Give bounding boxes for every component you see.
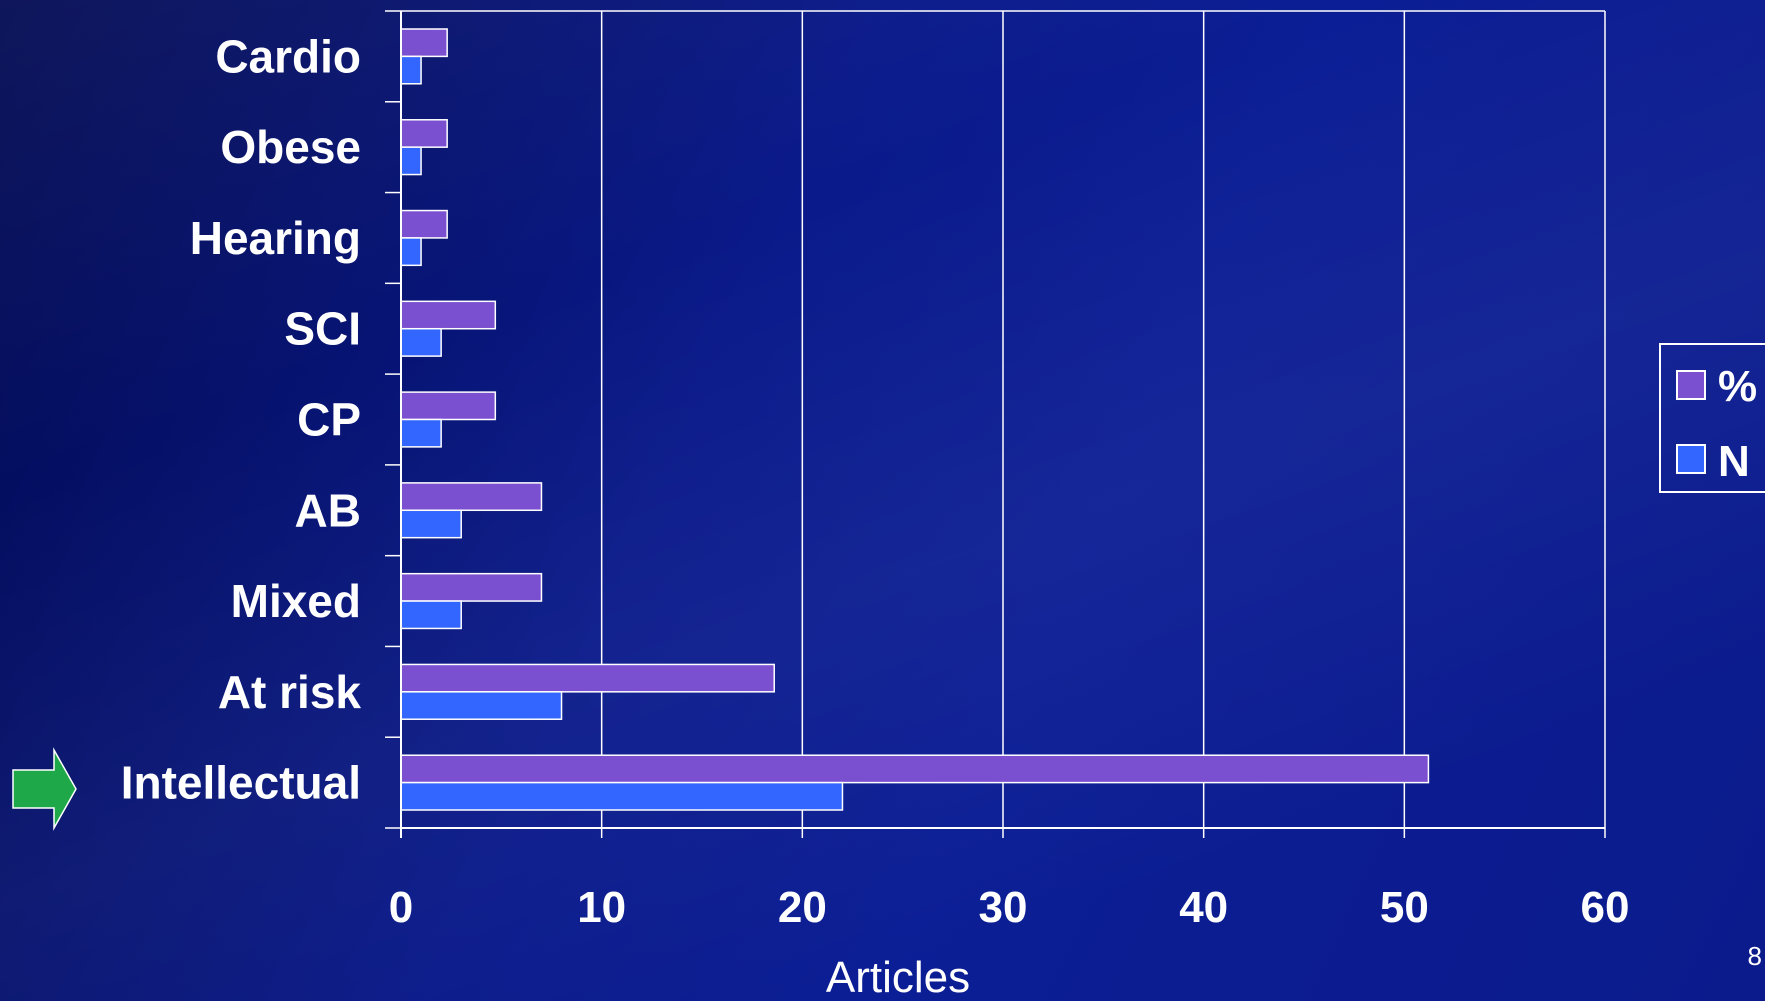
legend-label-percent: % — [1718, 362, 1757, 411]
bar-n — [400, 600, 462, 630]
category-label: AB — [295, 484, 361, 536]
slide-number: 8 — [1748, 941, 1762, 971]
x-tick-label: 20 — [778, 883, 827, 932]
bar-percent — [400, 663, 775, 693]
category-label: Obese — [220, 121, 361, 173]
axes — [385, 10, 1606, 838]
x-tick-label: 30 — [979, 883, 1028, 932]
bars — [400, 28, 1430, 811]
legend-box — [1659, 343, 1765, 493]
bar-n — [400, 781, 844, 811]
bar-n — [400, 418, 442, 448]
category-label: At risk — [218, 666, 362, 718]
bar-n — [400, 146, 422, 176]
category-label: Intellectual — [121, 757, 361, 809]
bar-n — [400, 237, 422, 267]
bar-percent — [400, 28, 448, 58]
x-axis-title: Articles — [826, 953, 970, 1001]
legend-swatch-n — [1676, 444, 1706, 474]
bar-percent — [400, 209, 448, 239]
green-arrow-right-icon — [12, 747, 77, 831]
x-tick-label: 40 — [1179, 883, 1228, 932]
bar-n — [400, 691, 563, 720]
category-label: CP — [297, 394, 361, 446]
bar-percent — [400, 391, 497, 421]
category-label: Mixed — [231, 575, 361, 627]
bar-percent — [400, 572, 543, 602]
category-label: Cardio — [215, 30, 361, 82]
bar-percent — [400, 300, 497, 330]
category-label: SCI — [284, 303, 361, 355]
category-labels: Cardio Obese Hearing SCI CP AB Mixed At risk Int… — [121, 30, 362, 808]
x-tick-label: 10 — [577, 883, 626, 932]
legend: % N — [1659, 343, 1765, 493]
legend-label-n: N — [1718, 437, 1750, 486]
bar-percent — [400, 754, 1430, 784]
bar-n — [400, 509, 462, 539]
bar-percent — [400, 119, 448, 148]
x-tick-labels: 0 10 20 30 40 50 60 — [389, 883, 1630, 932]
x-tick-label: 60 — [1581, 883, 1630, 932]
gridlines — [600, 11, 1606, 828]
bar-n — [400, 55, 422, 85]
legend-swatch-percent — [1676, 370, 1706, 400]
bar-n — [400, 327, 442, 357]
x-tick-label: 0 — [389, 883, 413, 932]
x-tick-label: 50 — [1380, 883, 1429, 932]
category-label: Hearing — [190, 212, 361, 264]
bar-percent — [400, 482, 543, 512]
